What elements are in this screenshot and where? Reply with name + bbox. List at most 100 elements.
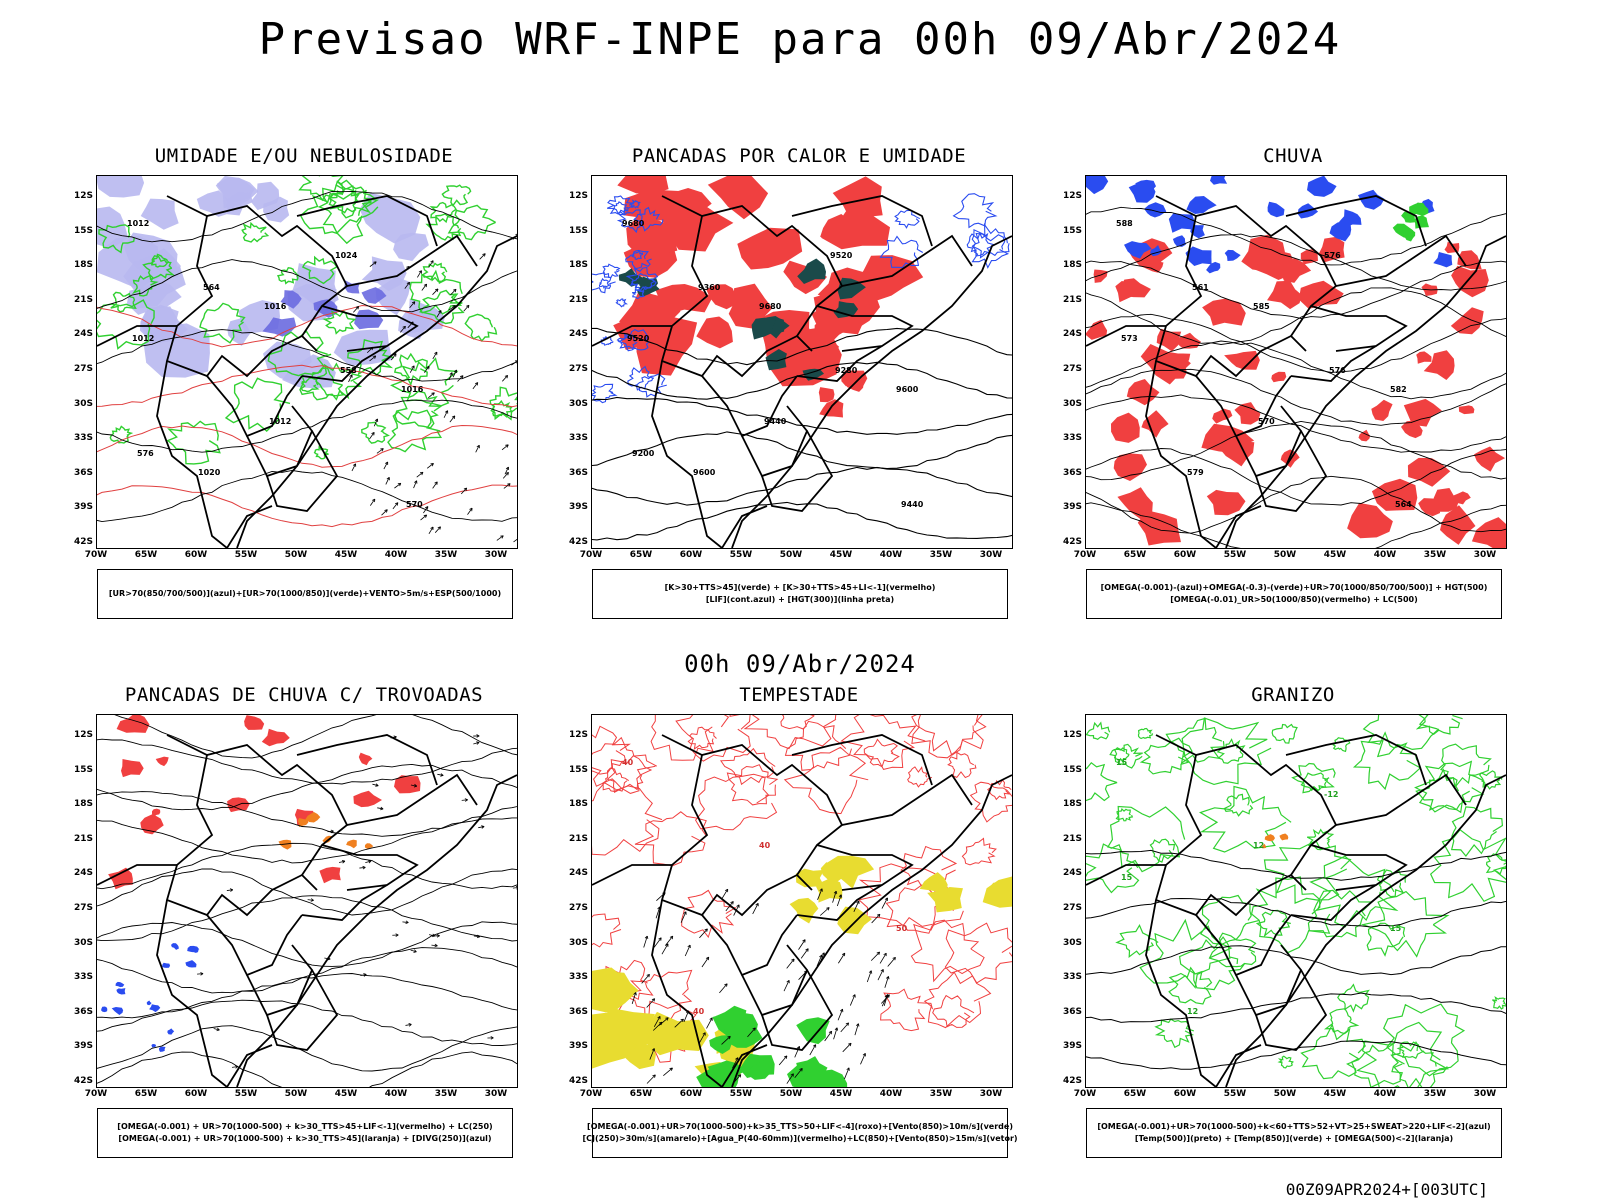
lon-tick-label: 65W — [134, 1089, 158, 1099]
temp-850-contour — [1208, 932, 1257, 968]
wind-vector-head — [372, 355, 377, 359]
lat-tick-label: 33S — [568, 433, 588, 444]
precipitable-water-contour — [880, 988, 933, 1032]
country-border — [651, 899, 723, 1087]
lat-tick-label: 36S — [568, 467, 588, 478]
pressure-contour — [97, 329, 517, 382]
wind-vector — [457, 375, 464, 382]
wind-vector-head — [430, 260, 434, 264]
lon-tick-label: 35W — [929, 550, 953, 560]
wind-vector-head — [504, 374, 509, 379]
lat-tick-label: 39S — [73, 502, 93, 513]
lat-tick-label: 33S — [1062, 433, 1082, 444]
temp-850-contour — [1376, 869, 1407, 898]
wind-vector — [443, 410, 448, 418]
wind-vector — [353, 306, 359, 313]
precipitable-water-contour — [932, 994, 975, 1028]
humidity-contour — [447, 204, 496, 241]
country-border — [791, 734, 933, 786]
wind-vector-head — [805, 948, 809, 952]
lat-tick-label: 30S — [1062, 398, 1082, 409]
country-border — [1155, 734, 1338, 891]
wind-vector — [351, 463, 356, 472]
lifted-index-contour — [602, 263, 621, 279]
temp-850-contour — [1181, 717, 1272, 786]
coastline — [1225, 774, 1506, 1087]
lifted-index-contour — [613, 201, 629, 215]
lifted-index-contour — [592, 383, 618, 404]
wind-vector — [664, 935, 674, 946]
legend-line: [CJ(250)>30m/s](amarelo)+[Agua_P(40-60mm… — [582, 1134, 1018, 1143]
rain-blue-shading — [1329, 220, 1352, 242]
country-border — [1086, 325, 1166, 347]
precipitable-water-contour — [961, 837, 997, 866]
map-svg: 9680 9680 9600 9600 9520 9520 9440 9440 9360 9280… — [592, 176, 1012, 548]
lifted-index-contour — [633, 206, 664, 232]
divergence-shading — [101, 1006, 108, 1013]
wind-vector-head — [394, 502, 399, 506]
lat-tick-label: 15S — [1062, 764, 1082, 775]
height-500-contour — [1086, 260, 1506, 319]
wind-vector-head — [651, 998, 656, 1002]
streamline-250 — [97, 999, 517, 1046]
rain-green-shading — [1401, 229, 1416, 242]
wind-vector-head — [395, 933, 399, 937]
wind-vector-head — [397, 482, 402, 487]
wind-vector — [424, 366, 430, 373]
lat-tick-label: 27S — [73, 903, 93, 913]
wind-vector — [428, 260, 434, 268]
wind-vector-head — [476, 934, 481, 939]
wind-vector-head — [852, 994, 856, 998]
wind-vector-head — [515, 885, 517, 890]
wind-vector-head — [459, 375, 464, 379]
precipitable-water-contour — [944, 922, 1012, 984]
wind-vector — [881, 897, 888, 909]
country-border — [592, 864, 672, 886]
rain-omega-shading — [1126, 379, 1160, 406]
precipitable-water-contour — [784, 720, 852, 771]
wind-vector — [698, 1032, 706, 1044]
height-500-contour — [1086, 313, 1506, 373]
wind-vector-head — [434, 481, 438, 485]
wind-vector-head — [705, 956, 710, 961]
rain-omega-shading — [1267, 280, 1302, 310]
thunder-orange-shading — [346, 839, 357, 849]
contour-value-label: 1012 — [132, 334, 154, 343]
thunder-shading — [394, 775, 421, 794]
lon-tick-label: 50W — [1273, 1089, 1297, 1099]
lat-tick-label: 42S — [1062, 1076, 1082, 1086]
lat-tick-label: 39S — [568, 1041, 588, 1052]
humidity-contour — [464, 313, 498, 343]
wind-vector-head — [845, 1022, 850, 1026]
country-border — [166, 734, 349, 891]
wind-vector-head — [386, 476, 390, 481]
contour-value-label: 576 — [1329, 366, 1346, 375]
contour-value-label: 9440 — [764, 417, 787, 426]
wind-vector — [377, 807, 384, 810]
coastline — [731, 774, 1012, 1087]
rain-blue-shading — [1307, 176, 1337, 197]
wind-vector — [512, 887, 517, 889]
jet-shading — [919, 872, 948, 893]
wind-vector-head — [463, 487, 468, 492]
country-border — [761, 430, 834, 512]
jet-shading — [982, 876, 1012, 908]
contour-value-label: 588 — [1116, 219, 1133, 228]
humidity-contour — [241, 221, 270, 243]
wind-vector-head — [374, 418, 379, 422]
wind-vector-head — [515, 233, 517, 236]
instability-shading — [617, 176, 669, 194]
lon-tick-label: 60W — [184, 550, 208, 560]
wind-vector-head — [819, 888, 823, 892]
lon-tick-label: 50W — [1273, 550, 1297, 560]
lon-tick-label: 60W — [184, 1089, 208, 1099]
rain-blue-shading — [1144, 202, 1167, 218]
lon-tick-label: 35W — [1423, 550, 1447, 560]
contour-value-label: 9600 — [693, 468, 716, 477]
country-border — [1154, 215, 1292, 378]
lat-tick-label: 21S — [73, 294, 93, 305]
temp-850-contour — [1429, 828, 1506, 903]
wind-vector-head — [405, 920, 409, 925]
rain-omega-shading — [1113, 453, 1147, 481]
height-300-contour — [592, 361, 1012, 400]
